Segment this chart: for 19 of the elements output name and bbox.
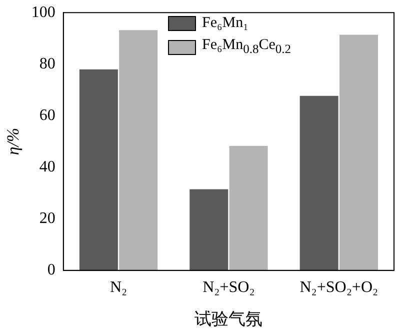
bar [190,189,228,270]
bar [119,30,158,270]
y-tick-label: 40 [39,158,56,176]
legend-label: Fe₆Mn₁ [202,14,248,33]
y-tick-label: 0 [47,262,56,279]
legend-label: Fe₆Mn$_{0.8}$Ce$_{0.2}$ [202,36,291,58]
x-axis-title: 试验气氛 [194,309,263,328]
y-tick-label: 80 [39,55,56,72]
bar [339,34,378,270]
bar [79,69,118,270]
bar [229,146,268,270]
y-axis-title: η/% [4,128,23,156]
x-tick-label: N₂ [110,279,128,296]
y-tick-label: 60 [39,106,56,124]
x-tick-label: N₂+SO₂ [202,279,255,296]
bar [300,96,338,270]
x-tick-label: N₂+SO₂+O₂ [300,279,378,296]
y-tick-label: 100 [31,4,56,21]
y-tick-label: 20 [39,210,56,228]
